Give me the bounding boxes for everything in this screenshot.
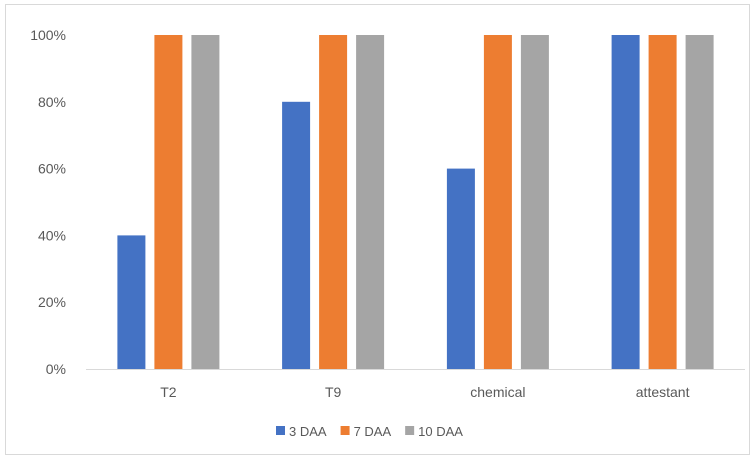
bar bbox=[446, 168, 475, 369]
bar bbox=[191, 35, 220, 369]
bar bbox=[282, 101, 311, 370]
legend: 3 DAA 7 DAA 10 DAA bbox=[276, 424, 463, 439]
x-tick-label: T9 bbox=[325, 384, 342, 400]
bar bbox=[319, 35, 348, 369]
bar bbox=[520, 35, 549, 369]
bar bbox=[611, 35, 640, 369]
legend-label: 3 DAA bbox=[289, 424, 327, 439]
bar bbox=[483, 35, 512, 369]
y-tick-label: 40% bbox=[38, 227, 66, 243]
y-tick-label: 60% bbox=[38, 161, 66, 177]
y-tick-label: 20% bbox=[38, 294, 66, 310]
legend-swatch bbox=[276, 426, 285, 435]
legend-label: 7 DAA bbox=[354, 424, 392, 439]
legend-label: 10 DAA bbox=[418, 424, 463, 439]
y-axis-ticks: 0% 20% 40% 60% 80% 100% bbox=[30, 27, 66, 377]
bars bbox=[117, 35, 714, 370]
legend-swatch bbox=[340, 426, 350, 435]
bar bbox=[685, 35, 714, 369]
bar bbox=[356, 35, 385, 369]
x-tick-label: chemical bbox=[470, 384, 525, 400]
x-tick-label: T2 bbox=[160, 384, 177, 400]
bar bbox=[154, 35, 183, 369]
y-tick-label: 100% bbox=[30, 27, 66, 43]
y-tick-label: 0% bbox=[46, 361, 66, 377]
legend-swatch bbox=[405, 426, 415, 435]
bar bbox=[648, 35, 677, 369]
y-tick-label: 80% bbox=[38, 94, 66, 110]
x-axis-ticks: T2 T9 chemical attestant bbox=[160, 384, 689, 400]
x-tick-label: attestant bbox=[636, 384, 690, 400]
bar bbox=[117, 235, 146, 369]
